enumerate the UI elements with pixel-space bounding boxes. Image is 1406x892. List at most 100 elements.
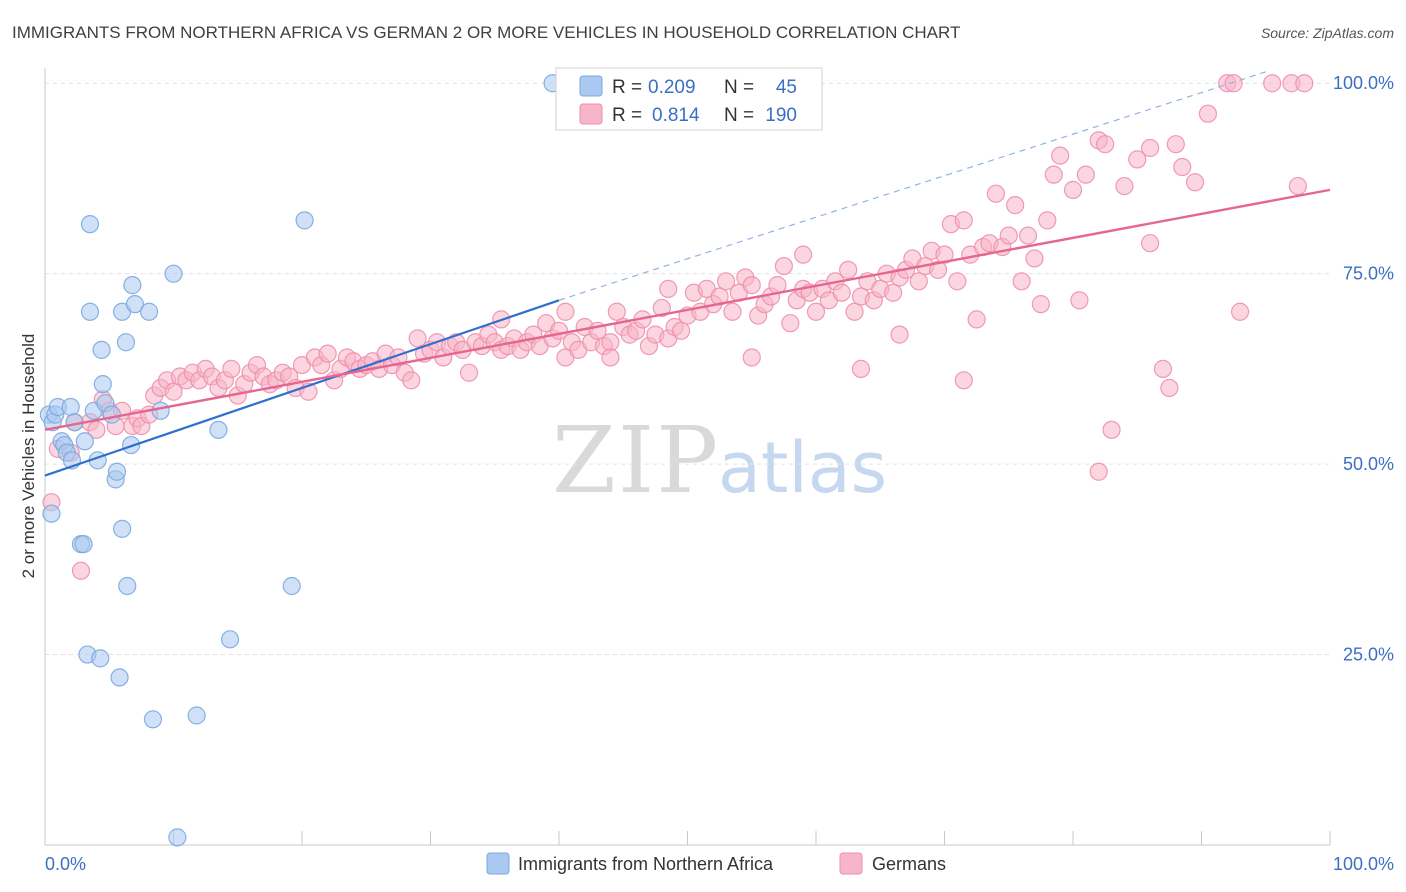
point-immigrants bbox=[93, 375, 112, 394]
point-germans bbox=[935, 245, 954, 264]
source-label: Source: ZipAtlas.com bbox=[1261, 25, 1394, 41]
point-germans bbox=[999, 226, 1018, 245]
point-immigrants bbox=[110, 668, 129, 687]
point-germans bbox=[1012, 272, 1031, 291]
point-germans bbox=[1173, 157, 1192, 177]
point-immigrants bbox=[123, 276, 142, 295]
point-immigrants bbox=[220, 630, 240, 649]
y-axis-label: 2 or more Vehicles in Household bbox=[19, 334, 38, 579]
legend-r-value: 0.814 bbox=[652, 105, 700, 126]
y-tick-label: 100.0% bbox=[1333, 73, 1394, 93]
point-germans bbox=[1140, 138, 1160, 158]
point-immigrants bbox=[75, 432, 94, 451]
point-immigrants bbox=[187, 706, 206, 725]
legend-label-immigrants: Immigrants from Northern Africa bbox=[518, 854, 774, 874]
legend-swatch-immigrants bbox=[579, 75, 603, 97]
point-germans bbox=[1063, 180, 1083, 199]
point-germans bbox=[607, 302, 626, 321]
point-germans bbox=[883, 283, 903, 302]
chart-title: IMMIGRANTS FROM NORTHERN AFRICA VS GERMA… bbox=[12, 23, 960, 42]
point-immigrants bbox=[42, 504, 61, 523]
point-germans bbox=[1288, 176, 1307, 196]
point-germans bbox=[459, 363, 479, 382]
point-germans bbox=[986, 184, 1006, 203]
point-germans bbox=[742, 276, 761, 295]
point-germans bbox=[402, 371, 421, 390]
point-germans bbox=[601, 348, 620, 367]
point-germans bbox=[909, 272, 928, 291]
point-immigrants bbox=[74, 535, 93, 554]
legend-r-value: 0.209 bbox=[648, 77, 696, 98]
point-germans bbox=[851, 359, 871, 378]
point-germans bbox=[774, 256, 793, 276]
legend-swatch-germans bbox=[839, 852, 863, 875]
point-germans bbox=[948, 272, 967, 291]
watermark-atlas: atlas bbox=[718, 427, 887, 509]
point-immigrants bbox=[139, 302, 159, 321]
legend-top: R = 0.209 N = 45 R = 0.814 N = 190 bbox=[555, 67, 823, 131]
point-germans bbox=[723, 302, 742, 321]
legend-r-label: R = bbox=[612, 77, 642, 98]
y-tick-label: 75.0% bbox=[1343, 264, 1394, 284]
point-immigrants bbox=[112, 519, 132, 538]
point-germans bbox=[1140, 234, 1160, 253]
trend-line-germans bbox=[44, 188, 1331, 432]
point-germans bbox=[1115, 176, 1134, 196]
legend-n-label: N = bbox=[724, 105, 754, 126]
point-germans bbox=[1224, 74, 1243, 93]
point-germans bbox=[1198, 104, 1218, 123]
point-germans bbox=[794, 245, 813, 264]
point-germans bbox=[1006, 196, 1025, 215]
legend-swatch-immigrants bbox=[486, 852, 510, 875]
point-germans bbox=[318, 344, 337, 363]
point-germans bbox=[408, 329, 427, 348]
legend-n-value: 45 bbox=[776, 77, 797, 98]
point-germans bbox=[659, 279, 678, 299]
point-immigrants bbox=[80, 215, 100, 234]
point-germans bbox=[1076, 165, 1095, 184]
point-germans bbox=[954, 211, 973, 230]
point-germans bbox=[1096, 135, 1115, 154]
point-immigrants bbox=[116, 333, 136, 352]
x-tick-label: 100.0% bbox=[1333, 854, 1394, 874]
point-immigrants bbox=[125, 295, 145, 314]
point-germans bbox=[1031, 295, 1050, 314]
point-immigrants bbox=[209, 420, 228, 439]
legend-n-label: N = bbox=[724, 77, 754, 98]
point-germans bbox=[1166, 135, 1185, 154]
point-germans bbox=[845, 302, 864, 321]
point-immigrants bbox=[164, 264, 183, 283]
point-germans bbox=[1102, 420, 1121, 439]
legend-bottom: Immigrants from Northern Africa Germans bbox=[486, 852, 946, 875]
point-immigrants bbox=[151, 401, 170, 420]
watermark-zip: ZIP bbox=[552, 407, 720, 514]
legend-swatch-germans bbox=[579, 103, 603, 125]
point-immigrants bbox=[143, 710, 163, 729]
point-germans bbox=[839, 260, 858, 279]
point-immigrants bbox=[102, 405, 121, 424]
point-germans bbox=[1185, 173, 1205, 192]
point-germans bbox=[1038, 211, 1057, 230]
point-germans bbox=[1018, 226, 1038, 245]
point-immigrants bbox=[168, 828, 187, 847]
point-germans bbox=[1089, 462, 1108, 481]
point-germans bbox=[671, 321, 691, 340]
point-germans bbox=[781, 314, 800, 333]
point-immigrants bbox=[91, 649, 110, 668]
legend-n-value: 190 bbox=[765, 105, 797, 126]
point-germans bbox=[1025, 249, 1044, 268]
point-germans bbox=[164, 382, 183, 401]
point-immigrants bbox=[107, 462, 127, 481]
point-immigrants bbox=[92, 340, 111, 359]
point-germans bbox=[1263, 74, 1282, 93]
point-germans bbox=[652, 298, 671, 318]
point-immigrants bbox=[61, 397, 80, 417]
point-immigrants bbox=[295, 211, 314, 230]
point-immigrants bbox=[282, 576, 301, 596]
point-germans bbox=[1153, 359, 1173, 378]
point-immigrants bbox=[80, 302, 100, 321]
y-tick-label: 25.0% bbox=[1343, 645, 1394, 665]
point-germans bbox=[1160, 378, 1179, 398]
point-immigrants bbox=[118, 576, 137, 596]
